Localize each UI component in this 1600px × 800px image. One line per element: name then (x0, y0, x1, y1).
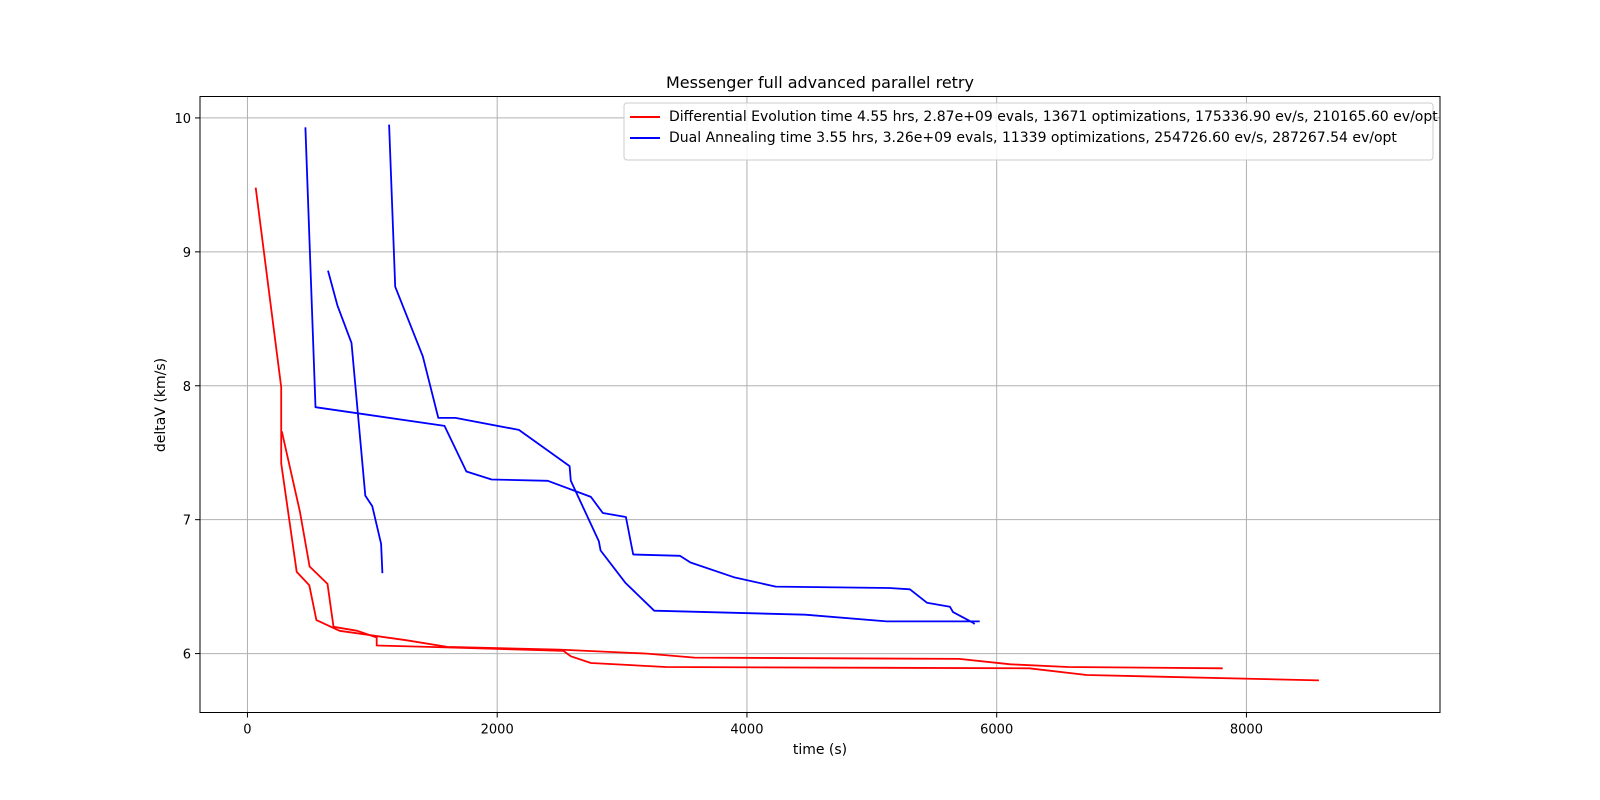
y-tick-label: 9 (183, 246, 191, 261)
series-line (280, 431, 1319, 682)
y-tick-label: 6 (183, 648, 191, 663)
legend-box (623, 102, 1434, 161)
chart-title: Messenger full advanced parallel retry (666, 73, 974, 92)
x-tick-label: 6000 (980, 723, 1013, 738)
x-tick-label: 0 (243, 723, 251, 738)
y-tick-label: 7 (183, 514, 191, 529)
x-tick-label: 4000 (730, 723, 763, 738)
legend: Differential Evolution time 4.55 hrs, 2.… (623, 102, 1438, 161)
legend-entry: Dual Annealing time 3.55 hrs, 3.26e+09 e… (669, 130, 1397, 146)
legend-entry: Differential Evolution time 4.55 hrs, 2.… (669, 109, 1438, 125)
series-line (388, 124, 980, 623)
plot-frame (199, 96, 1441, 713)
series-line (254, 187, 1223, 670)
series-lines (254, 124, 1319, 682)
x-axis-label: time (s) (793, 742, 847, 758)
series-line (327, 270, 384, 574)
x-tick-label: 2000 (481, 723, 514, 738)
y-tick-label: 8 (183, 380, 191, 395)
series-line (304, 127, 976, 625)
y-tick-label: 10 (174, 112, 191, 127)
y-axis-label: deltaV (km/s) (153, 358, 169, 452)
x-tick-label: 8000 (1230, 723, 1263, 738)
axis-ticks: 0 2000 4000 6000 8000 6 7 8 9 10 (174, 112, 1263, 738)
grid-lines (200, 96, 1440, 713)
